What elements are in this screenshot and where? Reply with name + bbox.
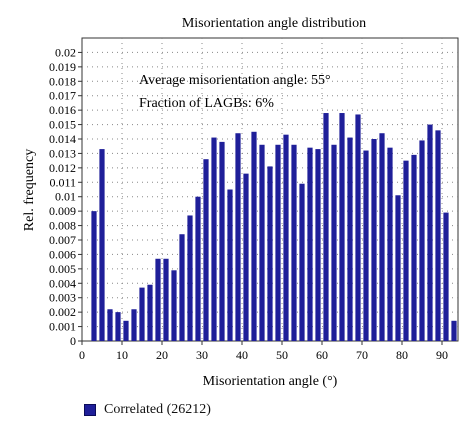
x-tick-label: 0 <box>79 348 85 362</box>
bar <box>379 133 385 341</box>
y-tick-label: 0.01 <box>55 190 76 204</box>
x-tick-label: 20 <box>156 348 168 362</box>
bar <box>227 189 233 341</box>
x-tick-label: 60 <box>316 348 328 362</box>
bar <box>163 258 169 341</box>
bar <box>451 320 457 341</box>
chart-title: Misorientation angle distribution <box>182 16 366 31</box>
x-axis-label: Misorientation angle (°) <box>203 374 338 389</box>
y-tick-label: 0.007 <box>49 233 76 247</box>
x-tick-label: 80 <box>396 348 408 362</box>
bar <box>339 113 345 342</box>
y-tick-label: 0.02 <box>55 45 76 59</box>
x-axis-ticks: 0 10 20 30 40 50 60 70 80 90 <box>79 341 448 362</box>
bar <box>299 183 305 341</box>
x-tick-label: 70 <box>356 348 368 362</box>
bar <box>139 287 145 341</box>
bar <box>115 312 121 341</box>
y-tick-label: 0.012 <box>49 161 76 175</box>
y-tick-label: 0.003 <box>49 291 76 305</box>
y-tick-label: 0.018 <box>49 74 76 88</box>
bar <box>187 215 193 341</box>
y-tick-label: 0 <box>70 334 76 348</box>
annotation-average-angle: Average misorientation angle: 55° <box>139 73 331 88</box>
bar <box>131 309 137 341</box>
bar <box>363 150 369 341</box>
y-axis-ticks: 00.0010.0020.0030.0040.0050.0060.0070.00… <box>49 45 82 348</box>
bar <box>179 234 185 341</box>
legend-label: Correlated (26212) <box>104 402 211 417</box>
legend: Correlated (26212) <box>84 402 211 418</box>
bar <box>443 212 449 341</box>
bar <box>235 133 241 341</box>
bar <box>171 270 177 341</box>
bar <box>123 320 129 341</box>
bar <box>91 211 97 341</box>
y-tick-label: 0.011 <box>49 175 76 189</box>
y-tick-label: 0.019 <box>49 60 76 74</box>
bar <box>435 130 441 341</box>
bar <box>155 258 161 341</box>
bar <box>331 144 337 341</box>
y-tick-label: 0.002 <box>49 305 76 319</box>
bar <box>147 284 153 341</box>
grid-lines <box>82 38 458 341</box>
y-tick-label: 0.001 <box>49 320 76 334</box>
bar-series <box>91 113 457 342</box>
y-tick-label: 0.004 <box>49 276 76 290</box>
y-tick-label: 0.008 <box>49 219 76 233</box>
bar <box>395 195 401 341</box>
bar <box>387 147 393 341</box>
x-tick-label: 90 <box>436 348 448 362</box>
bar <box>347 137 353 341</box>
bar <box>267 166 273 341</box>
bar <box>323 113 329 342</box>
y-tick-label: 0.015 <box>49 118 76 132</box>
bar <box>259 144 265 341</box>
y-tick-label: 0.006 <box>49 247 76 261</box>
x-tick-label: 50 <box>276 348 288 362</box>
annotation-lagb-fraction: Fraction of LAGBs: 6% <box>139 96 274 111</box>
y-axis-label: Rel. frequency <box>22 149 37 231</box>
y-tick-label: 0.014 <box>49 132 76 146</box>
bar <box>107 309 113 341</box>
bar <box>211 137 217 341</box>
y-tick-label: 0.016 <box>49 103 76 117</box>
bar <box>427 124 433 341</box>
bar <box>283 134 289 341</box>
bar <box>403 160 409 341</box>
y-tick-label: 0.005 <box>49 262 76 276</box>
bar <box>419 140 425 341</box>
bar <box>355 114 361 341</box>
bar <box>203 159 209 341</box>
bar <box>291 144 297 341</box>
bar <box>411 154 417 341</box>
bar <box>315 149 321 341</box>
bar <box>307 147 313 341</box>
y-tick-label: 0.013 <box>49 146 76 160</box>
bar <box>243 173 249 341</box>
x-tick-label: 10 <box>116 348 128 362</box>
bar <box>195 196 201 341</box>
y-tick-label: 0.009 <box>49 204 76 218</box>
bar <box>371 139 377 341</box>
bar <box>219 141 225 341</box>
bar <box>275 144 281 341</box>
legend-swatch <box>84 404 96 416</box>
bar <box>99 149 105 341</box>
x-tick-label: 30 <box>196 348 208 362</box>
bar <box>251 131 257 341</box>
y-tick-label: 0.017 <box>49 89 76 103</box>
x-tick-label: 40 <box>236 348 248 362</box>
